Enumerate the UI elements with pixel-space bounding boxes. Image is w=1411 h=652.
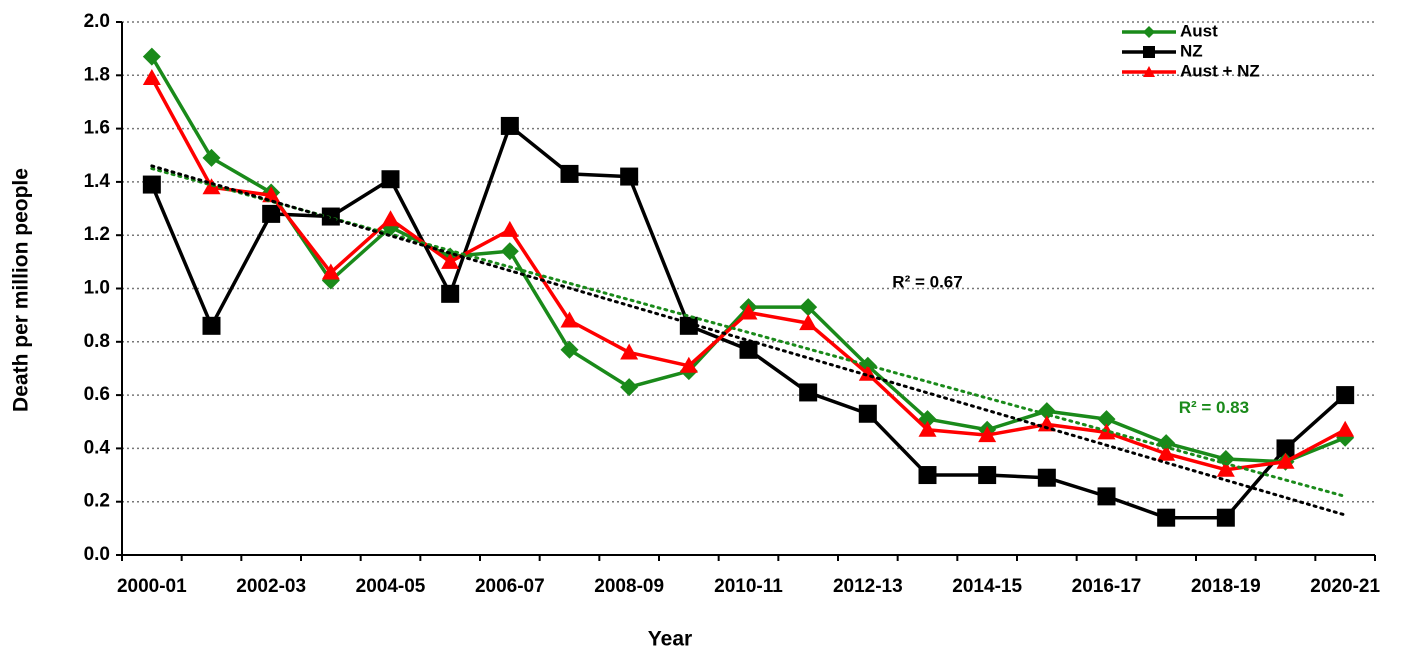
data-point xyxy=(441,284,460,303)
legend-label: Aust xyxy=(1180,21,1218,40)
data-point xyxy=(1276,439,1295,458)
data-point xyxy=(500,116,519,135)
data-point xyxy=(142,175,161,194)
data-point xyxy=(1336,420,1355,437)
y-tick-label: 1.8 xyxy=(84,64,110,85)
data-point xyxy=(381,170,400,189)
y-tick-label: 2.0 xyxy=(84,11,110,32)
data-point xyxy=(1037,415,1056,432)
legend-marker xyxy=(1143,26,1155,38)
y-tick-label: 0.0 xyxy=(84,544,110,565)
data-point xyxy=(321,207,340,226)
legend-marker xyxy=(1143,66,1155,77)
data-point xyxy=(799,314,818,331)
y-tick-label: 0.8 xyxy=(84,331,110,352)
data-point xyxy=(1216,460,1235,477)
x-tick-label: 2008-09 xyxy=(594,576,664,597)
x-tick-label: 2016-17 xyxy=(1072,576,1142,597)
data-point xyxy=(1097,487,1116,506)
y-tick-label: 1.6 xyxy=(84,118,110,139)
x-tick-label: 2018-19 xyxy=(1191,576,1261,597)
y-tick-label: 0.2 xyxy=(84,491,110,512)
x-tick-label: 2000-01 xyxy=(117,576,187,597)
data-point xyxy=(560,311,579,328)
data-point xyxy=(1037,468,1056,487)
data-point xyxy=(1157,444,1176,461)
trendline xyxy=(150,164,1347,517)
data-point xyxy=(202,148,221,167)
data-point xyxy=(142,68,161,85)
legend-label: Aust + NZ xyxy=(1180,61,1260,80)
data-point xyxy=(620,343,639,360)
trendline xyxy=(150,167,1347,498)
data-point xyxy=(321,263,340,280)
y-tick-label: 0.4 xyxy=(84,437,111,458)
data-point xyxy=(500,242,519,261)
legend-label: NZ xyxy=(1180,41,1203,60)
x-tick-label: 2020-21 xyxy=(1310,576,1380,597)
data-point xyxy=(679,356,698,373)
annotation: R² = 0.67 xyxy=(892,273,962,292)
data-point xyxy=(739,340,758,359)
data-point xyxy=(978,466,997,485)
x-axis-label: Year xyxy=(648,628,692,651)
data-point xyxy=(1276,452,1295,469)
data-point xyxy=(620,167,639,186)
legend-marker xyxy=(1143,46,1155,58)
data-point xyxy=(262,204,281,223)
data-point xyxy=(441,252,460,269)
annotation: R² = 0.83 xyxy=(1179,398,1249,417)
y-tick-label: 1.2 xyxy=(84,224,110,245)
data-point xyxy=(560,340,579,359)
data-point xyxy=(142,47,161,66)
data-point xyxy=(1216,450,1235,469)
x-tick-label: 2014-15 xyxy=(952,576,1022,597)
data-point xyxy=(858,404,877,423)
data-point xyxy=(1336,386,1355,405)
data-point xyxy=(978,426,997,443)
data-point xyxy=(918,420,937,437)
data-point xyxy=(620,378,639,397)
data-point xyxy=(918,466,937,485)
x-tick-label: 2010-11 xyxy=(714,576,783,597)
y-axis-label: Death per million people xyxy=(10,168,33,412)
x-tick-label: 2002-03 xyxy=(236,576,306,597)
y-tick-label: 1.0 xyxy=(84,278,110,299)
data-point xyxy=(560,164,579,183)
data-point xyxy=(739,303,758,320)
data-point xyxy=(799,298,818,317)
data-point xyxy=(202,316,221,335)
y-tick-label: 0.6 xyxy=(84,384,110,405)
x-tick-label: 2006-07 xyxy=(475,576,545,597)
data-point xyxy=(381,210,400,227)
data-point xyxy=(1216,508,1235,527)
x-tick-label: 2012-13 xyxy=(833,576,903,597)
data-point xyxy=(500,220,519,237)
y-tick-label: 1.4 xyxy=(84,171,111,192)
x-tick-label: 2004-05 xyxy=(356,576,426,597)
data-point xyxy=(1157,508,1176,527)
data-point xyxy=(799,383,818,402)
data-point xyxy=(1097,410,1116,429)
series-line xyxy=(150,55,1346,464)
